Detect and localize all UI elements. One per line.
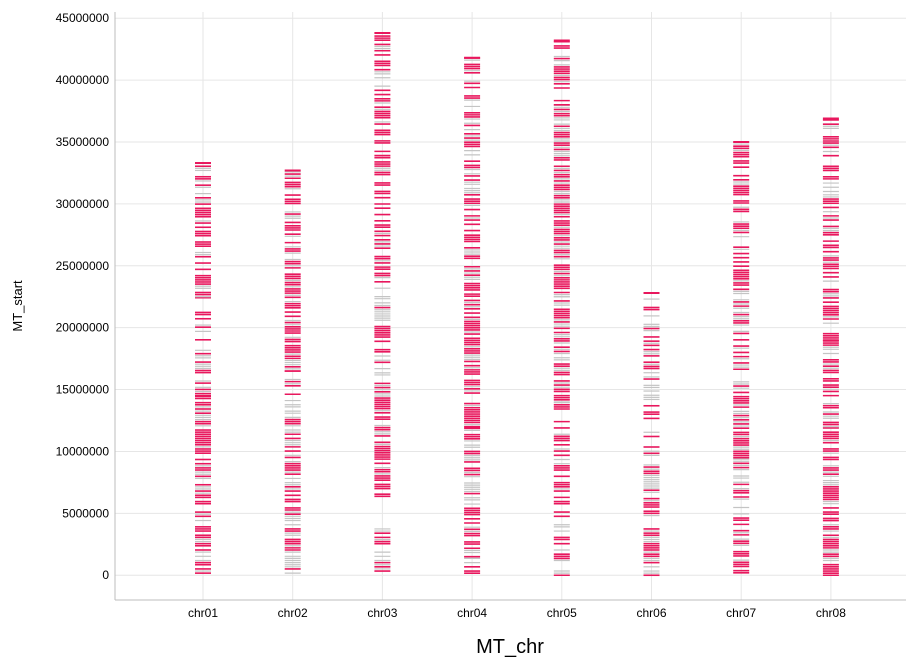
x-tick-labels: chr01 chr02 chr03 chr04 chr05 chr06 chr07 chr08 [188,606,846,620]
x-tick-label-chr04: chr04 [457,606,487,620]
y-tick-label: 25000000 [56,259,110,273]
y-tick-label: 0 [102,568,109,582]
x-tick-label-chr03: chr03 [367,606,397,620]
x-tick-label-chr06: chr06 [636,606,666,620]
y-tick-label: 20000000 [56,321,110,335]
strip-chr03 [374,32,391,572]
strip-chr01 [195,162,211,574]
strip-chr02 [284,169,301,574]
x-tick-label-chr05: chr05 [547,606,577,620]
strip-chr06 [643,292,660,577]
marks-layer [195,32,839,577]
grid-layer [115,12,906,600]
y-tick-labels: 0 5000000 10000000 15000000 20000000 25000000… [56,11,110,582]
y-tick-label: 15000000 [56,383,110,397]
y-axis-title: MT_start [10,280,25,332]
y-tick-label: 45000000 [56,11,110,25]
y-tick-label: 10000000 [56,444,110,458]
y-tick-label: 30000000 [56,197,110,211]
strip-chr07 [733,140,750,574]
strip-chr08 [822,117,839,577]
x-axis-title: MT_chr [476,636,544,657]
x-tick-label-chr07: chr07 [726,606,756,620]
x-tick-label-chr08: chr08 [816,606,846,620]
x-tick-label-chr01: chr01 [188,606,218,620]
strip-chr04 [464,56,481,574]
y-tick-label: 5000000 [62,506,109,520]
y-tick-label: 40000000 [56,73,110,87]
x-tick-label-chr02: chr02 [278,606,308,620]
axes-layer [114,12,906,601]
y-tick-label: 35000000 [56,135,110,149]
strip-chr05 [553,39,570,577]
